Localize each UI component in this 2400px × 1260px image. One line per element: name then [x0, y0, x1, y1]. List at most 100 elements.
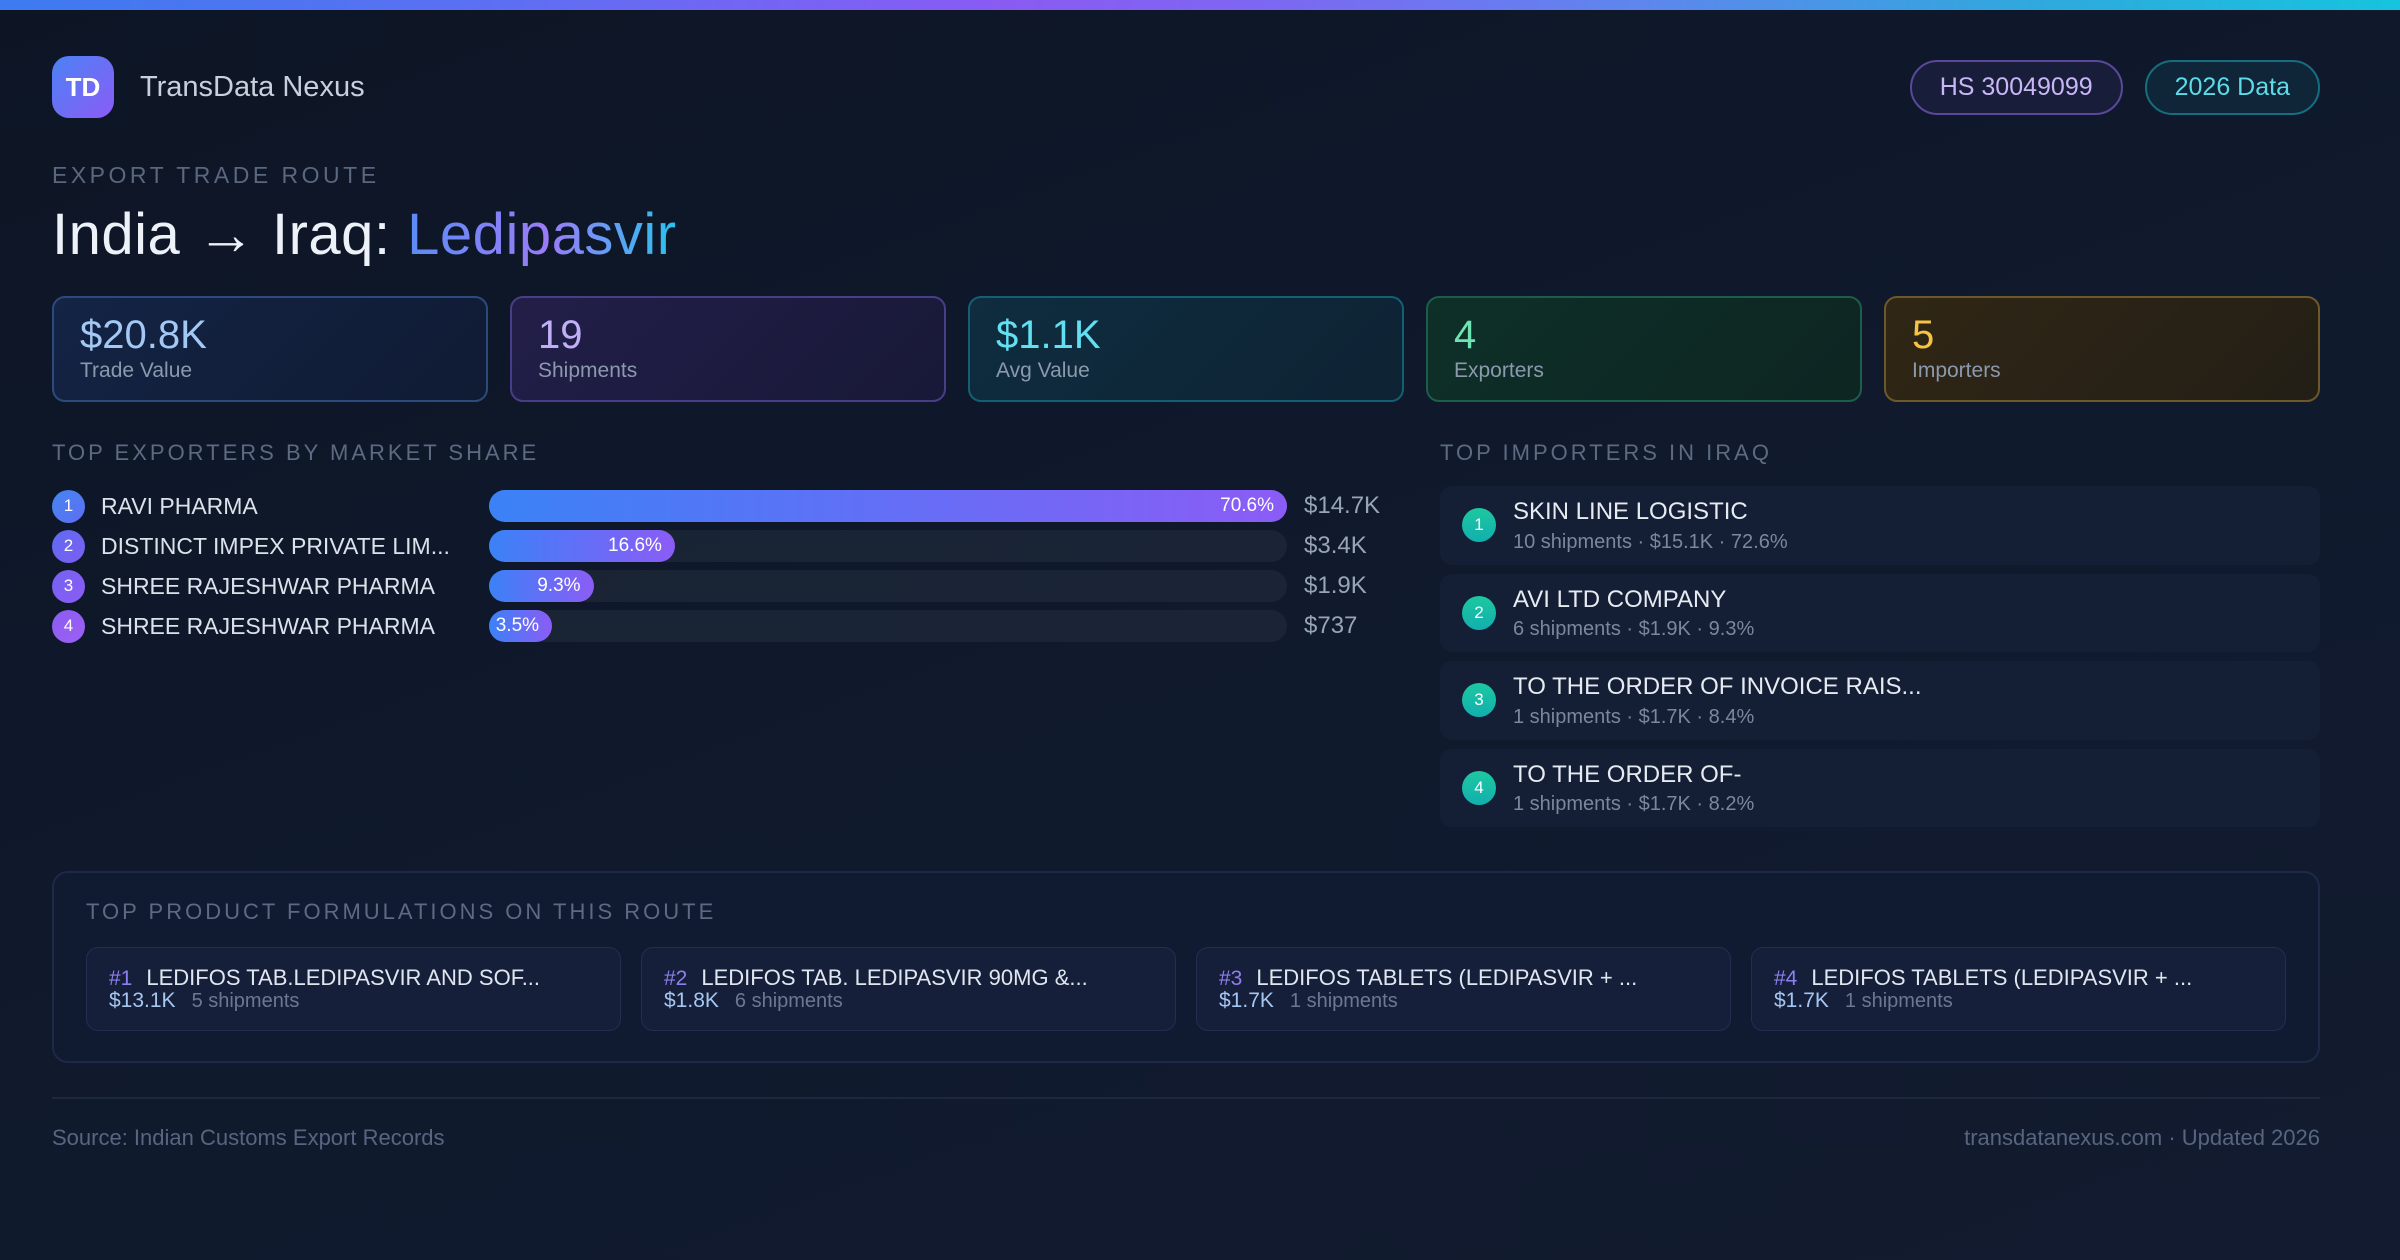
product-rank: #3: [1219, 967, 1243, 990]
importer-name: AVI LTD COMPANY: [1513, 585, 1727, 613]
bar-track: 3.5%: [489, 610, 1287, 642]
rank-badge: 4: [52, 609, 85, 643]
product-card[interactable]: #4 LEDIFOS TABLETS (LEDIPASVIR + ... $1.…: [1751, 947, 2286, 1032]
page-container: TD TransData Nexus HS 30049099 2026 Data…: [52, 56, 2320, 1151]
bar-fill: 70.6%: [489, 490, 1287, 522]
importer-meta: 1 shipments · $1.7K · 8.2%: [1513, 793, 1755, 816]
content-columns: TOP EXPORTERS BY MARKET SHARE 1 RAVI PHA…: [52, 440, 2320, 828]
importer-meta: 1 shipments · $1.7K · 8.4%: [1513, 705, 1755, 728]
products-section: TOP PRODUCT FORMULATIONS ON THIS ROUTE #…: [52, 871, 2320, 1064]
products-title: TOP PRODUCT FORMULATIONS ON THIS ROUTE: [86, 899, 717, 925]
stat-card-shipments: 19 Shipments: [510, 296, 946, 402]
product-value: $1.8K: [664, 989, 719, 1013]
product-shipments: 1 shipments: [1844, 990, 1953, 1013]
share-percent-label: 9.3%: [537, 575, 581, 596]
exporter-name: RAVI PHARMA: [101, 492, 258, 519]
exporter-row[interactable]: 3 SHREE RAJESHWAR PHARMA 9.3% $1.9K: [52, 566, 1394, 606]
stat-value: $1.1K: [996, 313, 1101, 357]
app-logo: TD: [52, 56, 114, 118]
importer-body: AVI LTD COMPANY 6 shipments · $1.9K · 9.…: [1513, 586, 1754, 641]
product-header: #4 LEDIFOS TABLETS (LEDIPASVIR + ...: [1774, 965, 2263, 989]
importer-item[interactable]: 1 SKIN LINE LOGISTIC 10 shipments · $15.…: [1440, 486, 2320, 565]
product-name: LEDIFOS TAB. LEDIPASVIR 90MG &...: [701, 965, 1088, 990]
eyebrow-label: EXPORT TRADE ROUTE: [52, 162, 380, 188]
stat-card-trade-value: $20.8K Trade Value: [52, 296, 488, 402]
exporter-name: DISTINCT IMPEX PRIVATE LIM...: [101, 532, 450, 559]
stat-label: Trade Value: [80, 359, 193, 382]
importer-item[interactable]: 2 AVI LTD COMPANY 6 shipments · $1.9K · …: [1440, 573, 2320, 653]
stat-label: Importers: [1912, 359, 2001, 382]
stat-value: $20.8K: [80, 313, 207, 357]
exporter-row[interactable]: 4 SHREE RAJESHWAR PHARMA 3.5% $737: [52, 606, 1394, 646]
exporter-row[interactable]: 2 DISTINCT IMPEX PRIVATE LIM... 16.6% $3…: [52, 526, 1394, 566]
rank-badge: 2: [1462, 595, 1496, 630]
bar-fill: 3.5%: [489, 610, 553, 642]
app-name: TransData Nexus: [140, 70, 365, 103]
stat-label: Shipments: [538, 359, 638, 382]
rank-badge: 1: [52, 489, 85, 523]
product-rank: #1: [109, 967, 133, 990]
bar-fill: 9.3%: [489, 570, 594, 602]
stat-card-avg-value: $1.1K Avg Value: [968, 296, 1404, 402]
product-header: #2 LEDIFOS TAB. LEDIPASVIR 90MG &...: [664, 965, 1153, 989]
stat-value: 19: [538, 313, 583, 357]
header: TD TransData Nexus HS 30049099 2026 Data: [52, 56, 2320, 118]
importers-title: TOP IMPORTERS IN IRAQ: [1440, 440, 1772, 465]
product-cards-row: #1 LEDIFOS TAB.LEDIPASVIR AND SOF... $13…: [86, 947, 2286, 1032]
importer-item[interactable]: 3 TO THE ORDER OF INVOICE RAIS... 1 ship…: [1440, 661, 2320, 740]
exporter-row[interactable]: 1 RAVI PHARMA 70.6% $14.7K: [52, 486, 1394, 526]
product-value: $1.7K: [1774, 989, 1829, 1013]
product-header: #3 LEDIFOS TABLETS (LEDIPASVIR + ...: [1219, 965, 1708, 989]
product-card[interactable]: #1 LEDIFOS TAB.LEDIPASVIR AND SOF... $13…: [86, 947, 621, 1032]
brand[interactable]: TD TransData Nexus: [52, 56, 365, 118]
header-badges: HS 30049099 2026 Data: [1909, 59, 2320, 115]
product-name: LEDIFOS TAB.LEDIPASVIR AND SOF...: [146, 965, 541, 990]
footer-site: transdatanexus.com · Updated 2026: [1964, 1125, 2320, 1151]
footer: Source: Indian Customs Export Records tr…: [52, 1097, 2320, 1151]
bar-track: 16.6%: [489, 530, 1287, 562]
share-percent-label: 70.6%: [1220, 495, 1274, 516]
exporter-value: $1.9K: [1304, 572, 1367, 599]
bar-track: 70.6%: [489, 490, 1287, 522]
product-shipments: 6 shipments: [734, 990, 843, 1013]
hs-code-badge: HS 30049099: [1909, 59, 2123, 115]
product-value: $1.7K: [1219, 989, 1274, 1013]
product-name: LEDIFOS TABLETS (LEDIPASVIR + ...: [1256, 965, 1638, 990]
share-percent-label: 16.6%: [608, 535, 662, 556]
importer-body: SKIN LINE LOGISTIC 10 shipments · $15.1K…: [1513, 498, 1788, 553]
importer-body: TO THE ORDER OF- 1 shipments · $1.7K · 8…: [1513, 761, 1754, 816]
rank-badge: 2: [52, 529, 85, 563]
page-title: India → Iraq: Ledipasvir: [52, 201, 2320, 268]
rank-badge: 3: [52, 569, 85, 603]
exporters-bar-chart: 1 RAVI PHARMA 70.6% $14.7K 2 DISTINCT IM…: [52, 486, 1394, 646]
rank-badge: 1: [1462, 508, 1496, 543]
product-card[interactable]: #2 LEDIFOS TAB. LEDIPASVIR 90MG &... $1.…: [641, 947, 1176, 1032]
importer-meta: 10 shipments · $15.1K · 72.6%: [1513, 530, 1788, 553]
product-card[interactable]: #3 LEDIFOS TABLETS (LEDIPASVIR + ... $1.…: [1196, 947, 1731, 1032]
importer-body: TO THE ORDER OF INVOICE RAIS... 1 shipme…: [1513, 673, 1922, 728]
importers-section: TOP IMPORTERS IN IRAQ 1 SKIN LINE LOGIST…: [1440, 440, 2320, 828]
stat-cards-row: $20.8K Trade Value 19 Shipments $1.1K Av…: [52, 296, 2320, 402]
share-percent-label: 3.5%: [495, 615, 540, 636]
product-stats: $1.7K 1 shipments: [1774, 989, 2263, 1013]
bar-fill: 16.6%: [489, 530, 675, 562]
route-title: India → Iraq:: [52, 202, 408, 267]
importer-name: TO THE ORDER OF INVOICE RAIS...: [1513, 673, 1922, 701]
exporter-name: SHREE RAJESHWAR PHARMA: [101, 612, 435, 639]
rank-badge: 4: [1462, 771, 1496, 806]
stat-card-exporters: 4 Exporters: [1426, 296, 1862, 402]
year-data-badge: 2026 Data: [2144, 59, 2320, 115]
importer-item[interactable]: 4 TO THE ORDER OF- 1 shipments · $1.7K ·…: [1440, 748, 2320, 828]
exporter-name: SHREE RAJESHWAR PHARMA: [101, 572, 435, 599]
stat-value: 5: [1912, 313, 1935, 357]
importer-name: TO THE ORDER OF-: [1513, 760, 1742, 788]
importer-meta: 6 shipments · $1.9K · 9.3%: [1513, 618, 1755, 641]
exporter-value: $14.7K: [1304, 492, 1381, 519]
product-stats: $1.8K 6 shipments: [664, 989, 1153, 1013]
exporter-value: $3.4K: [1304, 532, 1367, 559]
product-header: #1 LEDIFOS TAB.LEDIPASVIR AND SOF...: [109, 965, 598, 989]
product-name: LEDIFOS TABLETS (LEDIPASVIR + ...: [1811, 965, 2193, 990]
stat-label: Avg Value: [996, 359, 1090, 382]
rank-badge: 3: [1462, 683, 1496, 718]
importers-list: 1 SKIN LINE LOGISTIC 10 shipments · $15.…: [1440, 486, 2320, 828]
